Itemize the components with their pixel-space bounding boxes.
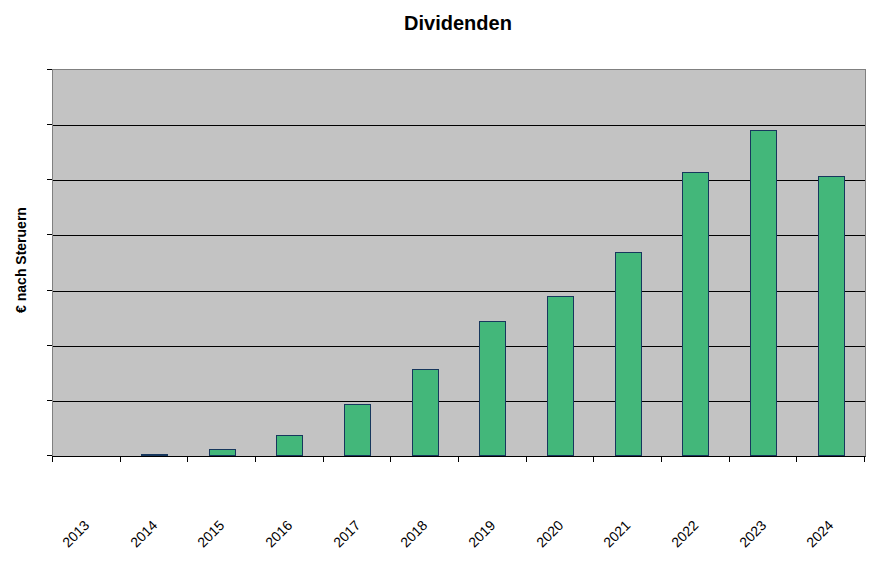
gridline [53,291,865,292]
gridline [53,235,865,236]
gridline [53,346,865,347]
y-tick [47,400,52,401]
x-axis-label-2014: 2014 [104,517,161,568]
x-axis-label-2024: 2024 [780,517,837,568]
x-axis-label-2023: 2023 [713,517,770,568]
x-axis-label-2019: 2019 [442,517,499,568]
x-axis-label-2018: 2018 [374,517,431,568]
x-axis-label-2021: 2021 [577,517,634,568]
x-tick [661,456,662,462]
chart-title: Dividenden [52,12,864,35]
bar-2022 [682,172,709,456]
bar-2023 [750,130,777,456]
x-axis-label-2022: 2022 [645,517,702,568]
bar-2014 [141,454,168,456]
x-tick [120,456,121,462]
gridline [53,401,865,402]
y-tick [47,69,52,70]
bar-2021 [615,252,642,456]
x-tick [593,456,594,462]
y-tick [47,234,52,235]
x-axis-label-2016: 2016 [239,517,296,568]
bar-2015 [209,449,236,456]
y-tick [47,345,52,346]
y-tick [47,179,52,180]
x-tick [323,456,324,462]
plot-area [52,69,866,457]
x-tick [390,456,391,462]
x-tick [526,456,527,462]
y-tick [47,455,52,456]
x-tick [458,456,459,462]
gridline [53,180,865,181]
gridline [53,125,865,126]
y-tick [47,290,52,291]
bar-2019 [479,321,506,456]
x-axis-label-2015: 2015 [171,517,228,568]
x-tick [864,456,865,462]
x-axis-label-2013: 2013 [36,517,93,568]
x-tick [52,456,53,462]
dividend-bar-chart: Dividenden € nach Steruern 2013201420152… [0,0,875,568]
x-tick [187,456,188,462]
bar-2018 [412,369,439,456]
x-axis-label-2020: 2020 [510,517,567,568]
bar-2016 [276,435,303,456]
y-axis-label: € nach Steruern [13,195,29,325]
x-tick [729,456,730,462]
y-tick [47,124,52,125]
x-axis-label-2017: 2017 [307,517,364,568]
bar-2024 [818,176,845,456]
x-tick [796,456,797,462]
bar-2020 [547,296,574,456]
x-tick [255,456,256,462]
bar-2017 [344,404,371,456]
